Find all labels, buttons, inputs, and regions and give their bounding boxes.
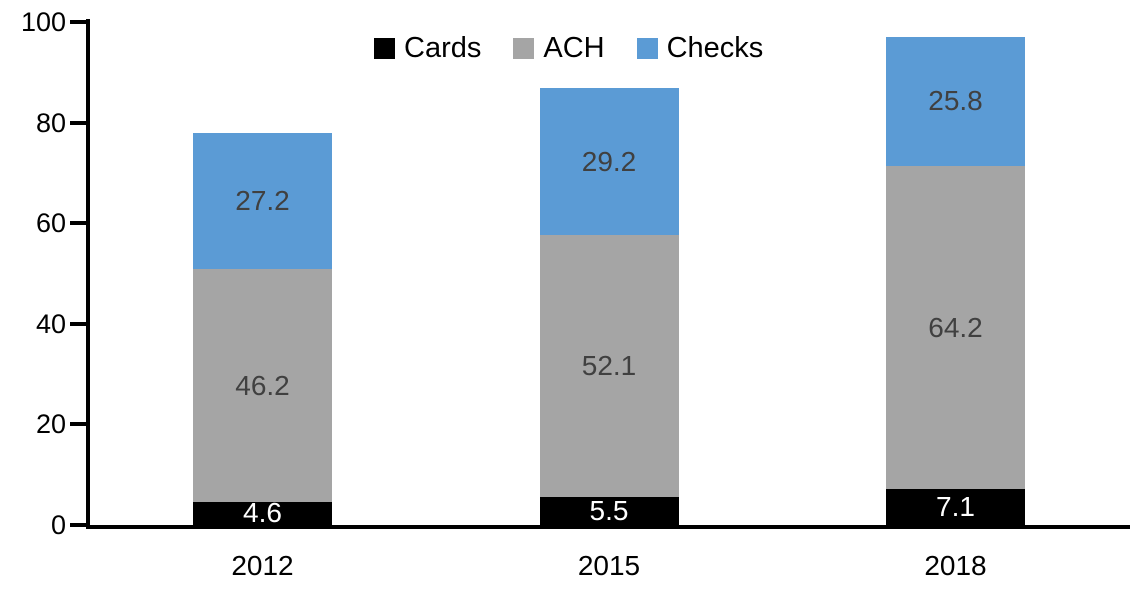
x-axis-label-2018: 2018 [924,550,987,581]
bar-segment-checks-2018: 25.8 [886,36,1025,167]
bar-segment-cards-2012: 4.6 [193,497,332,529]
legend-label-checks: Checks [666,32,764,64]
y-axis-tick-label: 0 [50,510,66,540]
x-axis-label-2015: 2015 [577,550,641,581]
legend-label-cards: Cards [404,32,482,64]
y-axis-tick-label: 60 [35,208,66,239]
legend-item-cards: Cards [374,34,481,63]
bar-value-label: 52.1 [581,350,637,382]
bar-value-label: 25.8 [928,85,983,117]
y-axis-tick-label: 80 [35,107,66,138]
y-axis-tick [70,523,86,527]
y-axis-tick-label: 100 [20,7,66,37]
bar-segment-checks-2012: 27.2 [193,132,332,270]
y-axis-tick [70,422,86,427]
y-axis-line [86,19,90,529]
bar-value-label: 7.1 [936,491,975,523]
bar-segment-ach-2012: 46.2 [193,269,332,502]
legend: Cards ACH Checks [374,34,763,63]
bar-segment-cards-2018: 7.1 [886,489,1025,525]
legend-item-checks: Checks [636,32,764,64]
y-axis-tick-label: 20 [35,409,66,440]
bar-segment-checks-2015: 29.2 [539,88,679,236]
x-axis-line [86,525,1130,529]
y-axis-tick [70,221,86,226]
legend-swatch-cards-icon [374,38,395,59]
bar-value-label: 64.2 [928,311,983,343]
x-axis-label-2012: 2012 [231,550,294,581]
legend-swatch-ach-icon [513,38,535,59]
legend-item-ach: ACH [513,32,605,64]
bar-value-label: 29.2 [581,145,637,177]
y-axis-tick [70,321,86,326]
legend-swatch-checks-icon [636,38,658,59]
bar-value-label: 46.2 [235,369,290,401]
legend-label-ach: ACH [543,32,605,64]
bar-value-label: 4.6 [243,497,282,529]
y-axis-tick-label: 40 [35,308,66,339]
y-axis-tick [70,120,86,125]
bar-segment-ach-2015: 52.1 [539,235,679,498]
bar-value-label: 27.2 [235,185,290,217]
bar-value-label: 5.5 [589,495,629,527]
bar-segment-cards-2015: 5.5 [539,495,679,527]
bar-segment-ach-2018: 64.2 [886,166,1025,490]
y-axis-tick [70,20,86,24]
